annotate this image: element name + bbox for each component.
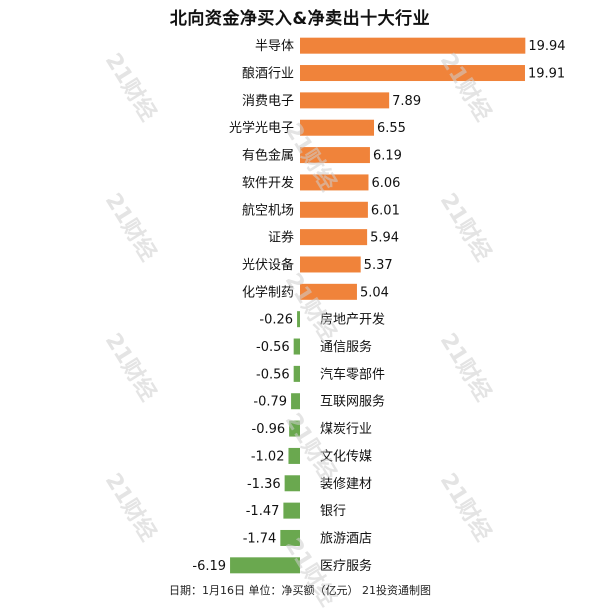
bar-16 — [284, 475, 300, 492]
value-label: -0.79 — [253, 395, 287, 410]
bar-14 — [289, 420, 300, 437]
bar-8 — [300, 256, 361, 273]
bar-13 — [291, 393, 300, 410]
value-label: -1.74 — [243, 531, 277, 546]
category-label: 酿酒行业 — [242, 66, 294, 82]
bars-layer — [230, 37, 526, 574]
chart-title: 北向资金净买入&净卖出十大行业 — [169, 9, 431, 29]
value-label: -0.56 — [256, 340, 290, 355]
value-label: 6.01 — [371, 203, 400, 218]
value-label: 19.91 — [528, 67, 565, 82]
category-label: 消费电子 — [242, 94, 294, 109]
bar-12 — [293, 365, 300, 382]
value-label: -0.26 — [259, 313, 293, 328]
value-label: 5.94 — [370, 231, 399, 246]
category-label: 旅游酒店 — [320, 531, 372, 546]
category-label: 互联网服务 — [320, 394, 385, 410]
category-label: 医疗服务 — [320, 558, 372, 574]
bar-1 — [300, 65, 525, 82]
bar-10 — [297, 311, 300, 328]
category-label: 汽车零部件 — [320, 366, 385, 382]
bar-5 — [300, 174, 369, 191]
bar-19 — [230, 557, 300, 574]
category-label: 证券 — [268, 230, 294, 246]
bar-17 — [283, 502, 300, 519]
bar-18 — [280, 529, 300, 546]
value-label: -1.36 — [247, 477, 281, 492]
category-label: 半导体 — [255, 39, 294, 54]
bar-7 — [300, 229, 368, 246]
category-label: 装修建材 — [320, 477, 372, 492]
category-label: 煤炭行业 — [320, 422, 372, 437]
bar-4 — [300, 147, 370, 164]
category-label: 银行 — [320, 504, 346, 519]
value-label: -1.47 — [246, 504, 280, 519]
labels-layer: 半导体 19.94 酿酒行业 19.91 消费电子 7.89 光学光电子 6.55 有色金属 6.… — [192, 39, 565, 574]
value-label: -0.56 — [256, 367, 290, 382]
bar-3 — [300, 119, 375, 136]
category-label: 有色金属 — [242, 148, 294, 164]
category-label: 通信服务 — [320, 339, 372, 355]
bar-15 — [288, 447, 300, 464]
bar-6 — [300, 201, 368, 218]
value-label: 6.19 — [373, 149, 402, 164]
value-label: -0.96 — [252, 422, 286, 437]
value-label: 7.89 — [392, 94, 421, 109]
category-label: 航空机场 — [242, 202, 294, 218]
bar-11 — [293, 338, 300, 355]
value-label: 19.94 — [528, 39, 565, 54]
bar-9 — [300, 283, 357, 300]
category-label: 软件开发 — [242, 175, 294, 191]
value-label: 5.04 — [360, 285, 389, 300]
value-label: 6.55 — [377, 121, 406, 136]
category-label: 光伏设备 — [242, 257, 294, 273]
value-label: -6.19 — [192, 559, 226, 574]
category-label: 文化传媒 — [320, 449, 372, 464]
value-label: 6.06 — [371, 176, 400, 191]
category-label: 光学光电子 — [229, 120, 294, 136]
value-label: -1.02 — [251, 449, 285, 464]
value-label: 5.37 — [364, 258, 393, 273]
category-label: 化学制药 — [242, 284, 294, 300]
bar-0 — [300, 37, 526, 54]
chart-footer: 日期：1月16日 单位：净买额（亿元） 21投资通制图 — [169, 584, 431, 597]
category-label: 房地产开发 — [320, 312, 385, 328]
bar-2 — [300, 92, 390, 109]
